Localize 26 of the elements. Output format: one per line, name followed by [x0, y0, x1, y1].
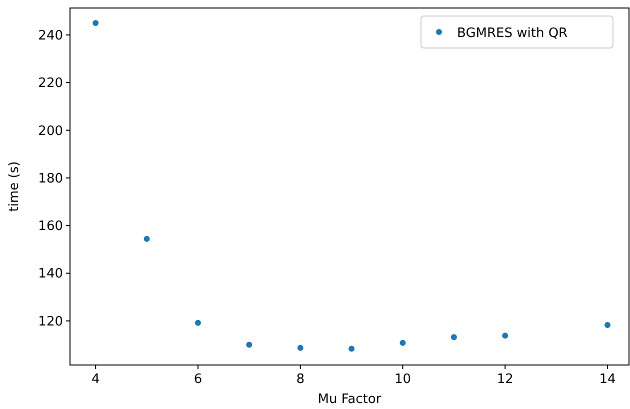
point	[246, 342, 252, 348]
y-tick-label: 180	[38, 171, 63, 186]
point	[450, 334, 457, 340]
point	[144, 236, 150, 242]
x-tick-label: 12	[496, 372, 514, 387]
point	[400, 340, 406, 346]
legend-label: BGMRES with QR	[457, 26, 568, 41]
y-tick-label: 120	[38, 314, 63, 330]
point	[194, 320, 201, 326]
y-tick-label: 240	[38, 28, 63, 44]
x-tick-label: 14	[599, 372, 616, 387]
y-tick-label: 200	[38, 124, 63, 139]
point	[297, 344, 304, 351]
y-tick-label: 220	[38, 76, 63, 92]
y-tick-label: 140	[38, 266, 63, 282]
y-axis-title: time (s)	[7, 161, 22, 212]
x-tick-label: 10	[394, 372, 412, 387]
y-tick-label: 160	[38, 219, 63, 234]
x-axis-title: Mu Factor	[318, 392, 382, 407]
x-tick-label: 6	[194, 372, 202, 387]
x-tick-label: 4	[91, 372, 100, 387]
point	[604, 322, 610, 328]
x-tick-label: 8	[296, 372, 304, 387]
point	[348, 346, 355, 352]
point	[92, 20, 99, 26]
point	[502, 332, 508, 339]
